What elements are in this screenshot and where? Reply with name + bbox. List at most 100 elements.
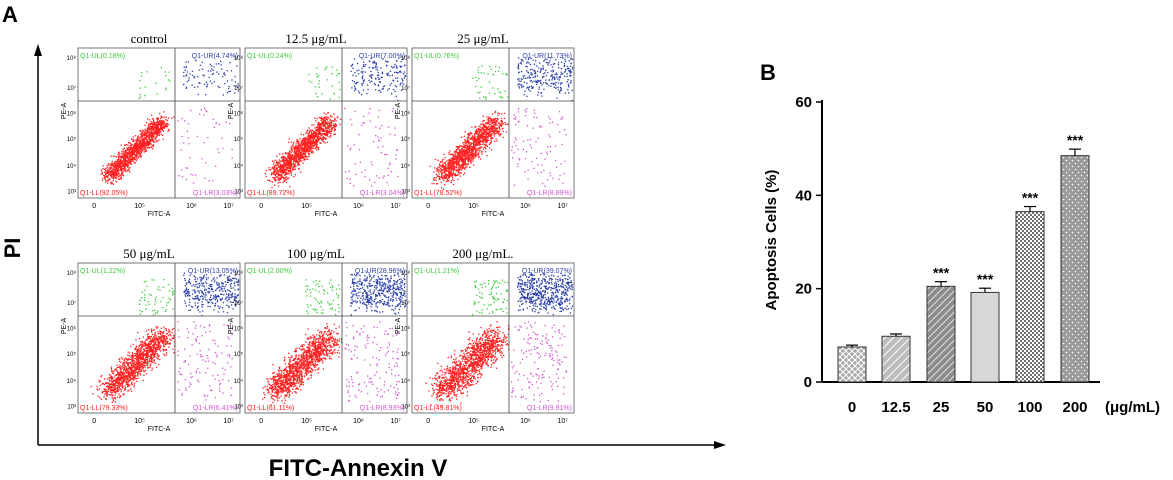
- panel-a-x-axis-label: FITC-Annexin V: [269, 455, 448, 480]
- flow-x-label: FITC-A: [482, 426, 505, 433]
- flow-y-label: PE-A: [61, 103, 68, 120]
- flow-y-tick: 10⁸: [67, 55, 77, 62]
- quadrant-ur-label: Q1-UR(13.05%): [188, 268, 238, 275]
- flow-x-tick: 10⁵: [134, 418, 145, 425]
- flow-plot-title: control: [131, 31, 168, 46]
- flow-plot-events: [262, 271, 406, 406]
- flow-y-tick: 10⁵: [401, 136, 411, 143]
- bar-y-tick-label: 60: [795, 94, 812, 111]
- flow-y-tick: 10³: [234, 190, 243, 196]
- flow-plot: 25 μg/mL Q1-UL(0.76%) Q1-UR(11.73%) Q1-LL(7…: [395, 31, 575, 218]
- flow-x-tick: 10⁵: [301, 418, 312, 425]
- flow-y-label: PE-A: [228, 103, 235, 120]
- flow-y-tick: 10³: [67, 190, 76, 196]
- flow-y-label: PE-A: [395, 318, 402, 335]
- flow-plot-title: 50 μg/mL: [123, 246, 174, 261]
- flow-y-tick: 10⁵: [67, 351, 77, 358]
- flow-y-tick: 10⁸: [234, 270, 244, 277]
- quadrant-lr-label: Q1-LR(3.03%): [193, 190, 238, 197]
- flow-y-tick: 10⁶: [401, 111, 411, 118]
- quadrant-ur-label: Q1-UR(28.96%): [355, 268, 405, 275]
- quadrant-ul-label: Q1-UL(1.22%): [80, 268, 125, 275]
- flow-y-label: PE-A: [395, 103, 402, 120]
- flow-y-tick: 10⁵: [401, 351, 411, 358]
- flow-x-tick: 10⁶: [353, 203, 364, 210]
- quadrant-ul-label: Q1-UL(0.24%): [247, 53, 292, 60]
- quadrant-ll-label: Q1-LL(49.81%): [414, 405, 462, 412]
- significance-marker: ***: [933, 265, 950, 281]
- flow-plot-title: 25 μg/mL: [457, 31, 508, 46]
- quadrant-ll-label: Q1-LL(89.72%): [247, 190, 295, 197]
- flow-y-tick: 10⁷: [401, 85, 410, 92]
- flow-y-tick: 10³: [67, 405, 76, 411]
- bar-y-tick-label: 20: [795, 281, 812, 298]
- flow-y-tick: 10⁷: [234, 85, 243, 92]
- quadrant-ur-label: Q1-UR(7.00%): [359, 53, 405, 60]
- flow-cytometry-grid: control Q1-UL(0.18%) Q1-UR(4.74%) Q1-LL(92.…: [61, 31, 575, 433]
- flow-x-tick: 0: [92, 203, 96, 210]
- bar-x-unit-label: (μg/mL): [1105, 399, 1160, 416]
- bar: [1015, 211, 1045, 383]
- flow-plot-events: [264, 57, 407, 189]
- flow-y-tick: 10⁸: [67, 270, 77, 277]
- flow-plot: 200 μg/mL. Q1-UL(1.21%) Q1-UR(39.07%) Q1-LL…: [395, 246, 575, 433]
- quadrant-ur-label: Q1-UR(11.73%): [522, 53, 572, 60]
- flow-y-tick: 10⁷: [67, 85, 76, 92]
- flow-y-tick: 10⁵: [67, 136, 77, 143]
- bar: [881, 335, 911, 383]
- quadrant-ur-label: Q1-UR(39.07%): [522, 268, 572, 275]
- flow-y-tick: 10⁴: [234, 163, 244, 170]
- flow-y-tick: 10⁴: [401, 163, 411, 170]
- quadrant-lr-label: Q1-LR(8.93%): [360, 405, 405, 412]
- flow-y-label: PE-A: [228, 318, 235, 335]
- panel-b-letter: B: [760, 60, 776, 85]
- flow-y-tick: 10⁸: [234, 55, 244, 62]
- flow-x-label: FITC-A: [148, 211, 171, 218]
- flow-x-tick: 10⁵: [134, 203, 145, 210]
- flow-y-tick: 10⁶: [234, 111, 244, 118]
- bar-category-label: 200: [1062, 399, 1087, 416]
- flow-plot-events: [425, 272, 573, 407]
- bar-y-axis-label: Apoptosis Cells (%): [763, 170, 780, 311]
- flow-x-tick: 10⁵: [468, 203, 479, 210]
- flow-x-tick: 10⁶: [186, 418, 197, 425]
- bar-category-label: 0: [848, 399, 856, 416]
- quadrant-ul-label: Q1-UL(2.00%): [247, 268, 292, 275]
- flow-y-tick: 10⁵: [234, 136, 244, 143]
- flow-y-tick: 10⁴: [67, 163, 77, 170]
- flow-x-tick: 10⁷: [557, 418, 568, 425]
- bar: [970, 291, 1000, 383]
- flow-plot-title: 12.5 μg/mL: [285, 31, 346, 46]
- quadrant-ll-label: Q1-LL(92.05%): [80, 190, 128, 197]
- panel-a-y-axis-label: PI: [0, 238, 25, 259]
- flow-y-tick: 10⁴: [401, 378, 411, 385]
- quadrant-ul-label: Q1-UL(0.76%): [414, 53, 459, 60]
- flow-x-tick: 10⁷: [557, 203, 568, 210]
- flow-y-tick: 10⁵: [234, 351, 244, 358]
- flow-plot: 12.5 μg/mL Q1-UL(0.24%) Q1-UR(7.00%) Q1-LL(…: [228, 31, 408, 218]
- bar: [1060, 155, 1090, 383]
- flow-y-tick: 10⁶: [67, 326, 77, 333]
- panel-a-axes: [34, 44, 726, 449]
- flow-x-tick: 10⁷: [223, 203, 234, 210]
- flow-y-tick: 10⁷: [67, 300, 76, 307]
- bar-chart: 0 20 40 60 0 12.5 *** 25 *** 50 *** 100 *** 200: [795, 94, 1100, 416]
- bar-category-label: 100: [1017, 399, 1042, 416]
- flow-y-tick: 10³: [401, 190, 410, 196]
- flow-x-tick: 0: [426, 418, 430, 425]
- quadrant-lr-label: Q1-LR(6.41%): [193, 405, 238, 412]
- flow-x-tick: 0: [259, 418, 263, 425]
- significance-marker: ***: [1067, 132, 1084, 148]
- bar-category-label: 12.5: [881, 399, 910, 416]
- quadrant-lr-label: Q1-LR(3.04%): [360, 190, 405, 197]
- flow-y-tick: 10³: [401, 405, 410, 411]
- quadrant-ul-label: Q1-UL(1.21%): [414, 268, 459, 275]
- flow-x-label: FITC-A: [148, 426, 171, 433]
- flow-x-label: FITC-A: [482, 211, 505, 218]
- flow-plot-frame: [77, 262, 241, 414]
- flow-x-tick: 10⁶: [520, 203, 531, 210]
- quadrant-ll-label: Q1-LL(79.33%): [80, 405, 128, 412]
- flow-y-tick: 10⁸: [401, 55, 411, 62]
- flow-plot-events: [100, 60, 239, 185]
